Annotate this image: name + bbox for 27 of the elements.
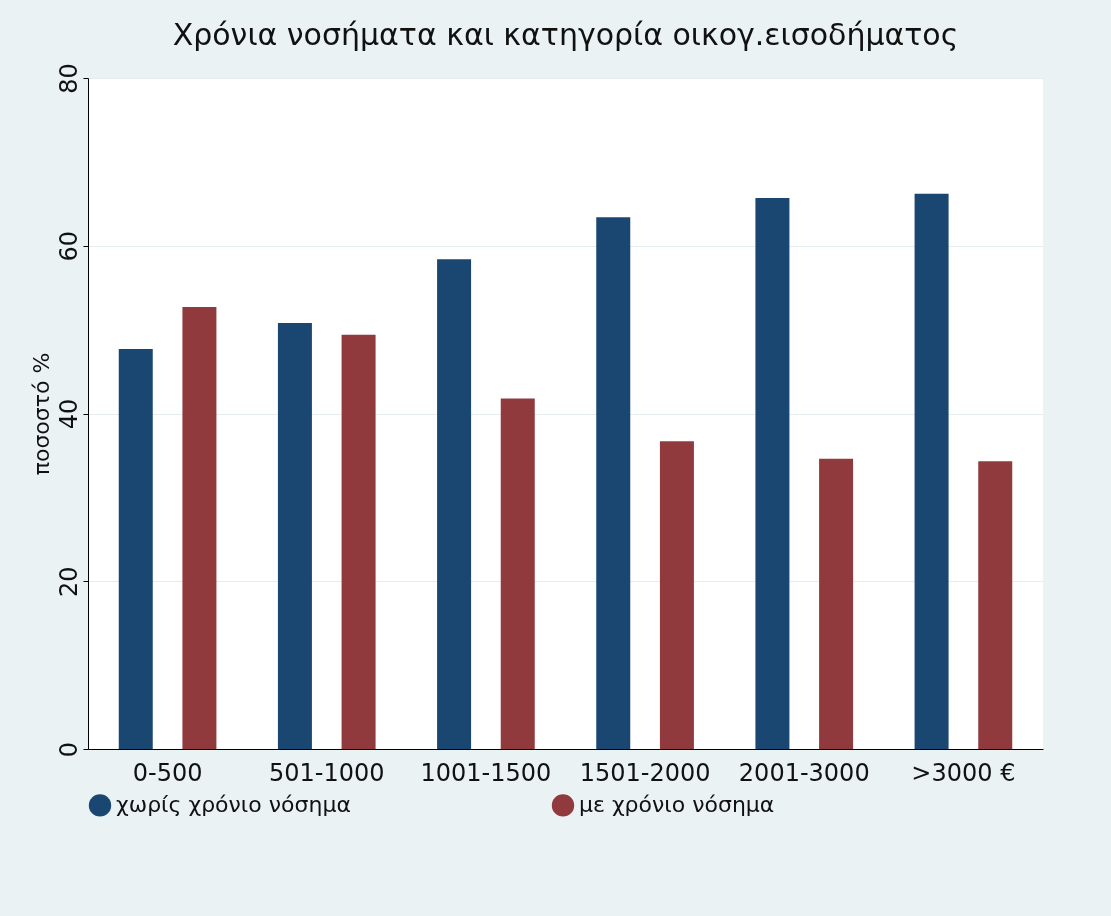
x-tick-label: >3000 € — [911, 758, 1016, 787]
y-tick-label: 40 — [54, 398, 83, 430]
bar — [437, 259, 472, 749]
y-tick-label: 0 — [54, 741, 83, 758]
bar — [182, 306, 217, 749]
x-tick-label: 1501-2000 — [579, 758, 711, 787]
y-tick-label: 20 — [54, 566, 83, 598]
y-axis-title: ποσοστό % — [28, 352, 54, 476]
bar — [341, 334, 376, 749]
bar — [277, 322, 312, 749]
x-tick-label: 1001-1500 — [420, 758, 552, 787]
bar — [500, 398, 535, 749]
x-tick-label: 2001-3000 — [738, 758, 870, 787]
bar — [819, 458, 854, 749]
legend-label: χωρίς χρόνιο νόσημα — [116, 792, 351, 818]
bar — [596, 217, 631, 749]
bar — [755, 197, 790, 749]
chart-title: Χρόνια νοσήματα και κατηγορία οικογ.εισοδήματος — [172, 16, 959, 52]
bar — [914, 193, 949, 749]
legend-label: με χρόνιο νόσημα — [579, 792, 775, 818]
bar — [118, 348, 153, 749]
bar — [978, 461, 1013, 749]
x-tick-label: 0-500 — [132, 758, 203, 787]
bar — [659, 441, 694, 749]
x-tick-label: 501-1000 — [268, 758, 385, 787]
y-tick-label: 80 — [54, 63, 83, 94]
y-tick-label: 60 — [54, 230, 83, 262]
